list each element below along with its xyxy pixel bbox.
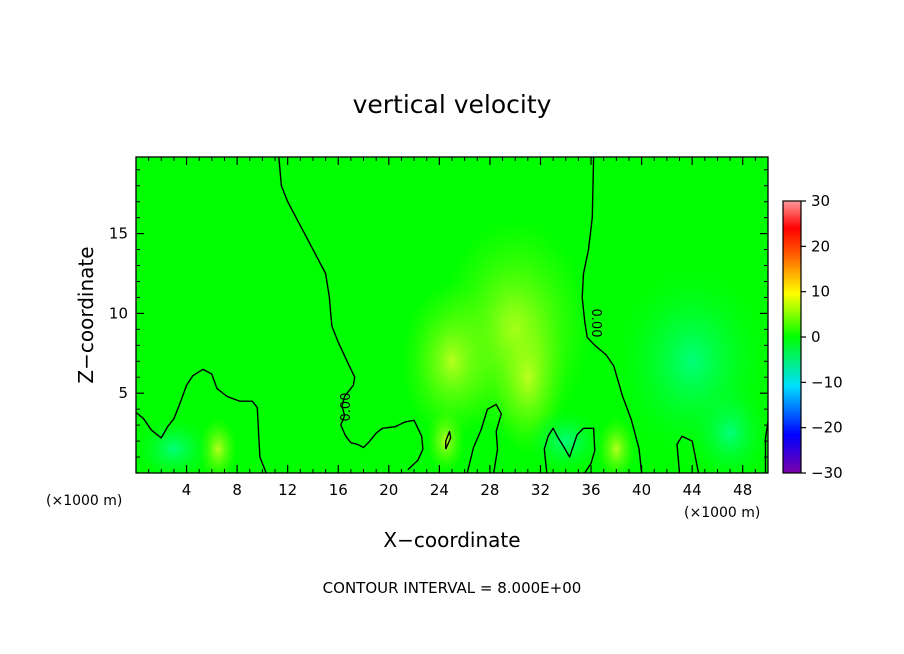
contour-right-zero-line bbox=[581, 157, 643, 473]
colorbar-tick-label-6: −30 bbox=[811, 464, 843, 482]
contour-label-left: 0.00 bbox=[339, 393, 354, 422]
colorbar-tick-label-4: −10 bbox=[811, 373, 843, 391]
x-unit-label-right: (×1000 m) bbox=[684, 505, 760, 521]
colorbar-ticks: 30 20 10 0 −10 −20 −30 bbox=[801, 192, 843, 482]
colorbar-tick-label-5: −20 bbox=[811, 419, 843, 437]
shading-blob-9 bbox=[527, 409, 604, 473]
shading-blob-8 bbox=[136, 417, 212, 473]
x-tick-label-20: 20 bbox=[379, 481, 398, 499]
y-tick-label-10: 10 bbox=[109, 304, 128, 322]
y-axis-label: Z−coordinate bbox=[74, 246, 98, 383]
x-unit-label-left: (×1000 m) bbox=[46, 493, 122, 509]
contour-left-zero-line bbox=[278, 157, 424, 471]
y-tick-label-5: 5 bbox=[118, 384, 128, 402]
contour-right-small-lobe bbox=[676, 435, 700, 473]
colorbar-tick-label-1: 20 bbox=[811, 237, 830, 255]
y-tick-label-15: 15 bbox=[109, 225, 128, 243]
x-tick-label-36: 36 bbox=[581, 481, 600, 499]
shading-blob-5 bbox=[597, 417, 636, 473]
x-tick-label-4: 4 bbox=[182, 481, 192, 499]
x-tick-label-16: 16 bbox=[329, 481, 348, 499]
contour-left-bottom-lobe bbox=[136, 368, 267, 473]
colorbar bbox=[782, 200, 802, 474]
colorbar-tick-label-3: 0 bbox=[811, 328, 821, 346]
x-tick-label-40: 40 bbox=[632, 481, 651, 499]
velocity-field-shading bbox=[136, 217, 768, 473]
chart-title: vertical velocity bbox=[353, 90, 552, 119]
x-tick-label-24: 24 bbox=[430, 481, 449, 499]
colorbar-tick-label-2: 10 bbox=[811, 283, 830, 301]
x-tick-label-32: 32 bbox=[531, 481, 550, 499]
x-axis-ticks: 4 8 12 16 20 24 28 32 36 40 44 48 bbox=[148, 157, 756, 499]
x-tick-label-28: 28 bbox=[480, 481, 499, 499]
colorbar-tick-label-0: 30 bbox=[811, 192, 830, 210]
x-tick-label-48: 48 bbox=[733, 481, 752, 499]
y-axis-ticks: 5 10 15 bbox=[109, 169, 768, 458]
contour-small-oval bbox=[445, 430, 452, 450]
x-tick-label-12: 12 bbox=[278, 481, 297, 499]
contour-right-bottom-lobe bbox=[543, 427, 596, 473]
x-tick-label-44: 44 bbox=[683, 481, 702, 499]
shading-blob-7 bbox=[692, 385, 768, 473]
shading-blob-2 bbox=[401, 281, 503, 442]
contour-mid-bottom-lobe bbox=[466, 403, 502, 473]
contour-interval-note: CONTOUR INTERVAL = 8.000E+00 bbox=[323, 579, 582, 597]
contour-lines bbox=[136, 157, 768, 473]
contour-label-right: 0.00 bbox=[588, 309, 603, 338]
contour-right-edge bbox=[764, 421, 768, 473]
x-axis-label: X−coordinate bbox=[383, 528, 520, 552]
x-tick-label-8: 8 bbox=[232, 481, 242, 499]
